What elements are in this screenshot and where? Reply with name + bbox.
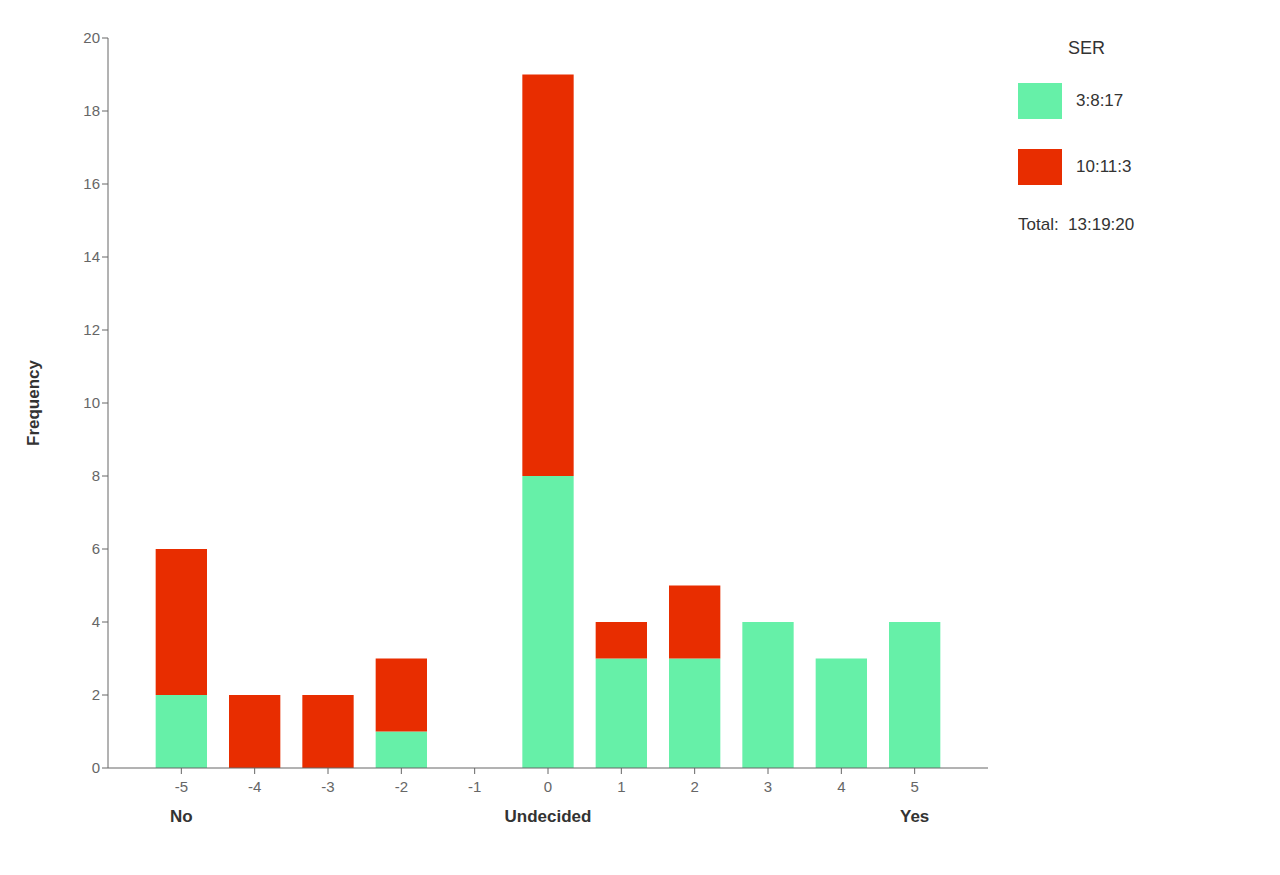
svg-text:2: 2 xyxy=(690,778,698,795)
svg-text:-5: -5 xyxy=(175,778,188,795)
svg-text:0: 0 xyxy=(92,759,100,776)
svg-text:3: 3 xyxy=(764,778,772,795)
svg-text:0: 0 xyxy=(544,778,552,795)
svg-text:2: 2 xyxy=(92,686,100,703)
svg-text:14: 14 xyxy=(83,248,100,265)
html-text:SER: SER xyxy=(1068,38,1105,58)
svg-text:Undecided: Undecided xyxy=(505,807,592,826)
html-text:10:11:3: 10:11:3 xyxy=(1076,157,1132,176)
svg-text:5: 5 xyxy=(910,778,918,795)
svg-text:6: 6 xyxy=(92,540,100,557)
svg-text:-4: -4 xyxy=(248,778,261,795)
svg-text:-2: -2 xyxy=(395,778,408,795)
svg-text:4: 4 xyxy=(92,613,100,630)
svg-text:-1: -1 xyxy=(468,778,481,795)
svg-text:18: 18 xyxy=(83,102,100,119)
svg-text:16: 16 xyxy=(83,175,100,192)
svg-text:No: No xyxy=(170,807,193,826)
svg-text:10: 10 xyxy=(83,394,100,411)
html-text:Total: 13:19:20: Total: 13:19:20 xyxy=(1018,215,1135,234)
svg-text:8: 8 xyxy=(92,467,100,484)
svg-text:20: 20 xyxy=(83,29,100,46)
svg-text:4: 4 xyxy=(837,778,845,795)
svg-text:Yes: Yes xyxy=(900,807,929,826)
svg-text:12: 12 xyxy=(83,321,100,338)
svg-text:Frequency: Frequency xyxy=(24,359,43,446)
svg-text:-3: -3 xyxy=(321,778,334,795)
svg-text:1: 1 xyxy=(617,778,625,795)
html-text:3:8:17: 3:8:17 xyxy=(1076,91,1124,110)
